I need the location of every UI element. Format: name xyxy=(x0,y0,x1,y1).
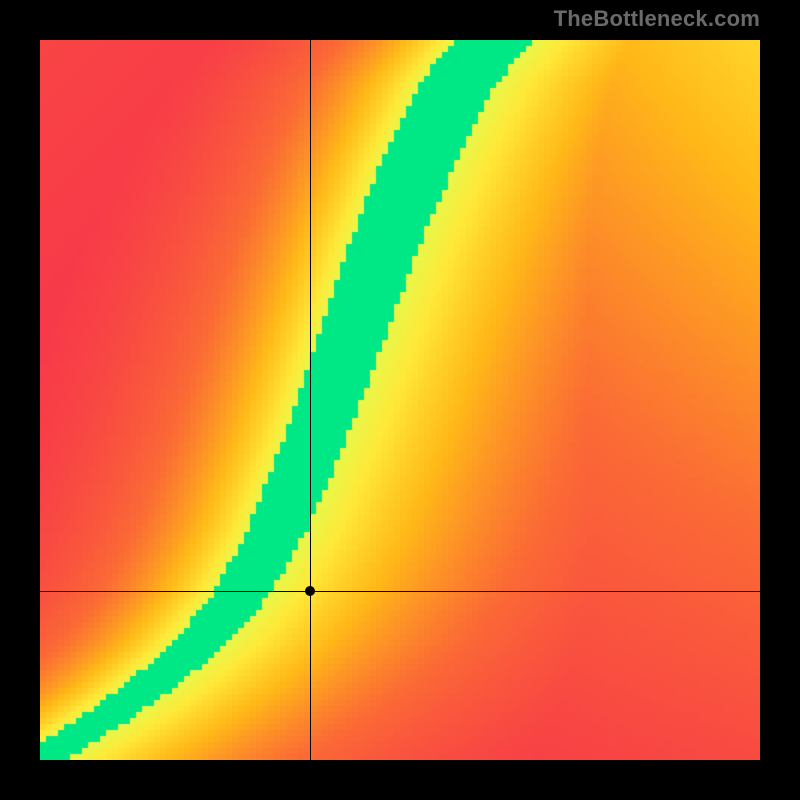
bottleneck-heatmap xyxy=(40,40,760,760)
watermark-text: TheBottleneck.com xyxy=(554,6,760,32)
chart-plot-area xyxy=(40,40,760,760)
crosshair-horizontal-line xyxy=(40,591,760,592)
crosshair-marker xyxy=(305,586,315,596)
page-root: TheBottleneck.com xyxy=(0,0,800,800)
crosshair-vertical-line xyxy=(310,40,311,760)
